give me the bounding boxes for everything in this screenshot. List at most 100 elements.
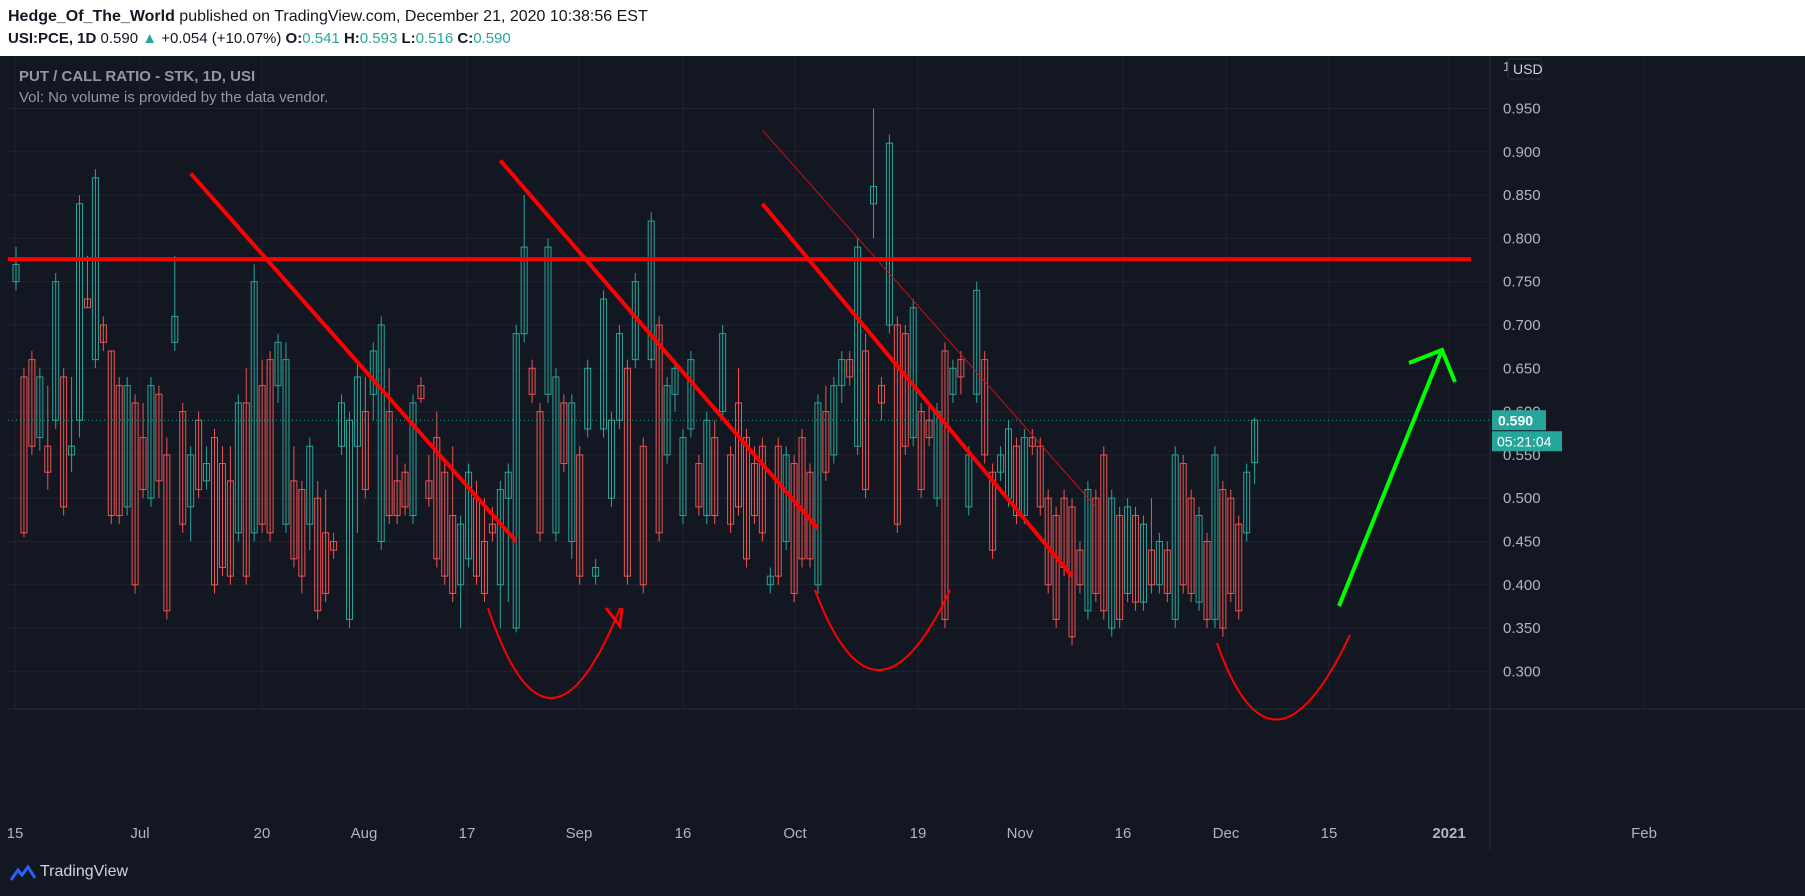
- time-tick-label: 15: [1321, 825, 1338, 842]
- downtrend-line: [760, 202, 1074, 578]
- price-tick-label: 0.650: [1503, 360, 1541, 377]
- candle-body: [592, 566, 600, 577]
- candle: [1005, 420, 1012, 507]
- candle: [925, 402, 933, 447]
- candle: [441, 463, 449, 585]
- price-tick-label: 0.950: [1503, 101, 1541, 118]
- candle: [695, 454, 703, 516]
- candle: [623, 359, 631, 585]
- time-tick-label: 15: [8, 825, 23, 842]
- candle-body: [512, 333, 520, 629]
- candle: [68, 376, 76, 473]
- candle: [99, 316, 107, 351]
- candle-body: [83, 298, 91, 309]
- candle: [179, 402, 187, 533]
- bullish-arrowhead: [1408, 347, 1457, 383]
- price-tick-label: 0.750: [1503, 274, 1541, 291]
- candle-body: [615, 333, 623, 421]
- candle: [322, 489, 330, 603]
- chart-area[interactable]: 0.9500.9000.8500.8000.7500.7000.6500.600…: [8, 56, 1805, 850]
- price-tick-label: 0.400: [1503, 577, 1541, 594]
- last-price-badge: [1492, 410, 1546, 431]
- bottom-curve: [1216, 634, 1351, 721]
- candle: [83, 255, 91, 309]
- candle-body: [576, 454, 584, 577]
- candle: [306, 437, 314, 551]
- candle-body: [536, 411, 544, 534]
- candle: [830, 376, 838, 464]
- candle: [1251, 417, 1259, 485]
- candle-body: [679, 437, 687, 517]
- candle: [727, 446, 735, 533]
- candle-body: [91, 177, 99, 361]
- candle: [877, 376, 885, 421]
- candle: [568, 394, 576, 559]
- candle-body: [306, 445, 314, 525]
- candle-body: [60, 376, 68, 508]
- candle-body: [774, 445, 782, 577]
- candle-body: [1092, 497, 1100, 594]
- candle: [274, 333, 282, 403]
- candle: [393, 454, 401, 525]
- candle: [552, 368, 560, 542]
- candle: [870, 108, 878, 239]
- time-tick-label: 16: [675, 825, 692, 842]
- candle: [822, 385, 830, 481]
- candle: [155, 385, 163, 499]
- candle-body: [1163, 549, 1171, 594]
- currency-badge: [1507, 58, 1543, 80]
- candle: [1163, 541, 1171, 603]
- candle: [1084, 480, 1092, 620]
- candle: [433, 411, 441, 568]
- candle: [560, 394, 568, 473]
- candle: [679, 428, 687, 525]
- candle: [203, 446, 211, 490]
- chart-svg[interactable]: 0.9500.9000.8500.8000.7500.7000.6500.600…: [8, 56, 1805, 850]
- candle-body: [528, 367, 536, 395]
- countdown-badge: [1492, 431, 1562, 452]
- candle-body: [1108, 497, 1116, 629]
- candle: [1052, 506, 1060, 629]
- candle-body: [885, 142, 893, 326]
- candle-body: [322, 532, 330, 594]
- candle-body: [695, 463, 703, 508]
- candle: [60, 368, 68, 516]
- tradingview-logo-icon: [10, 864, 36, 881]
- candle-body: [671, 367, 679, 395]
- candle-body: [1187, 497, 1195, 594]
- candle: [353, 359, 361, 533]
- candle: [298, 480, 306, 594]
- candle-body: [742, 437, 750, 560]
- candle-body: [893, 324, 901, 525]
- candle: [1147, 498, 1155, 594]
- candle-body: [941, 350, 949, 620]
- candle: [226, 446, 234, 585]
- time-tick-label: Sep: [566, 825, 593, 842]
- price-tick-label: 1: [1503, 59, 1510, 74]
- candle: [139, 402, 147, 499]
- candle: [1227, 489, 1235, 603]
- candle-body: [981, 359, 989, 456]
- drawings-group: [8, 129, 1471, 721]
- candle-body: [1076, 549, 1084, 586]
- candle-body: [727, 454, 735, 525]
- time-tick-label: Dec: [1213, 825, 1240, 842]
- candle: [1219, 480, 1227, 637]
- high-label: H:: [343, 30, 360, 47]
- candle: [862, 333, 870, 499]
- candle: [123, 376, 131, 516]
- countdown-label: 05:21:04: [1497, 433, 1552, 449]
- candle: [36, 368, 44, 451]
- ohlc-line: USI:PCE, 1D 0.590 ▲ +0.054 (+10.07%) O:0…: [8, 30, 511, 47]
- candle: [1036, 437, 1044, 516]
- candle-body: [600, 298, 608, 430]
- candle-body: [195, 419, 203, 491]
- candle: [981, 350, 989, 464]
- candle: [735, 368, 743, 516]
- author-name[interactable]: Hedge_Of_The_World: [8, 8, 175, 25]
- candle: [997, 446, 1005, 481]
- tradingview-brand[interactable]: TradingView: [40, 863, 129, 880]
- candle-body: [750, 463, 758, 517]
- candle: [957, 350, 965, 395]
- candle: [496, 480, 504, 629]
